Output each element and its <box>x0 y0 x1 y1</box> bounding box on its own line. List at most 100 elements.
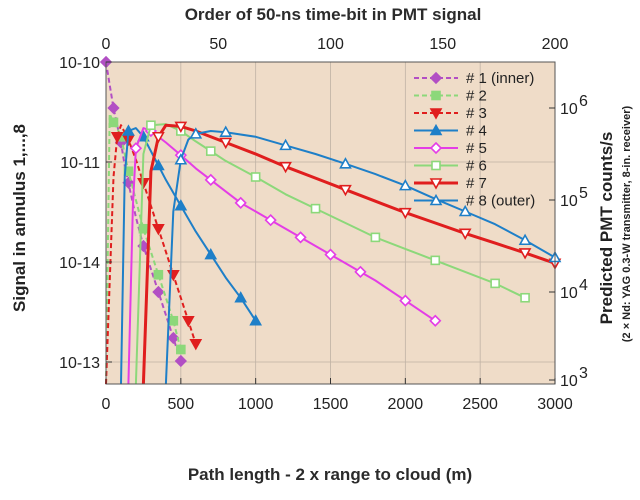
legend-label: # 1 (inner) <box>466 70 534 87</box>
y-axis-right-label: Predicted PMT counts/s <box>597 132 616 325</box>
x-bottom-tick-label: 1500 <box>313 396 349 413</box>
x-bottom-tick-label: 500 <box>167 396 194 413</box>
data-point <box>279 161 292 174</box>
y-left-tick-label: 10-13 <box>59 355 100 372</box>
data-point <box>324 248 337 261</box>
data-point <box>458 228 472 240</box>
data-point <box>219 137 233 150</box>
y-left-tick-label: 10-11 <box>60 155 100 172</box>
series-2 <box>105 112 186 385</box>
legend-label: # 6 <box>466 158 487 175</box>
series-4 <box>120 124 263 385</box>
data-point <box>458 204 472 217</box>
data-point <box>205 146 216 156</box>
series-line <box>164 130 556 385</box>
data-point <box>129 142 143 155</box>
data-point <box>518 248 532 260</box>
x-top-tick-label: 50 <box>209 36 227 53</box>
series-7 <box>141 121 562 385</box>
data-point <box>399 294 412 307</box>
data-point <box>250 172 261 182</box>
data-point <box>234 291 248 303</box>
x-top-tick-label: 150 <box>429 36 456 53</box>
y-axis-right-note: (2 × Nd: YAG 0.3-W transmitter, 8-in. re… <box>621 106 633 343</box>
legend-label: # 4 <box>466 123 487 140</box>
legend-marker <box>429 123 443 136</box>
x-bottom-tick-label: 3000 <box>537 396 573 413</box>
data-point <box>204 247 218 260</box>
data-point <box>174 153 188 165</box>
data-point <box>152 131 165 144</box>
series-line <box>141 123 556 385</box>
legend-item: # 2 <box>414 88 487 105</box>
legend-marker <box>429 178 443 190</box>
data-point <box>354 265 367 279</box>
data-point <box>429 314 442 327</box>
data-point <box>146 120 156 131</box>
data-point <box>339 184 352 197</box>
x-axis-label: Path length - 2 x range to cloud (m) <box>188 465 472 484</box>
legend-marker <box>429 108 443 120</box>
data-point <box>108 117 119 128</box>
x-bottom-tick-label: 0 <box>102 396 111 413</box>
legend-item: # 6 <box>414 158 487 175</box>
data-point <box>107 101 120 115</box>
y-right-tick-label: 10 <box>560 193 578 210</box>
data-point <box>339 157 352 169</box>
data-point <box>518 233 532 246</box>
data-point <box>174 199 188 211</box>
legend-marker <box>431 90 441 101</box>
data-point <box>490 278 500 289</box>
data-point <box>204 173 217 187</box>
data-point <box>122 124 135 136</box>
data-point <box>110 131 124 144</box>
y-right-tick-label: 10 <box>560 373 578 390</box>
data-point <box>219 125 233 137</box>
data-point <box>310 203 321 214</box>
legend-item: # 1 (inner) <box>414 70 534 87</box>
series-layer <box>99 55 562 385</box>
x-top-tick-label: 0 <box>102 36 111 53</box>
y-axis-left-label: Signal in annulus 1,...,8 <box>10 124 29 312</box>
x-bottom-tick-label: 1000 <box>238 396 274 413</box>
data-point <box>294 231 307 244</box>
data-point <box>153 269 164 280</box>
legend-marker <box>429 193 443 206</box>
legend-marker <box>431 160 441 171</box>
data-point <box>398 178 412 191</box>
legend-marker <box>429 71 443 85</box>
x-bottom-tick-label: 2500 <box>462 396 498 413</box>
legend-item: # 8 (outer) <box>414 193 535 210</box>
data-point <box>152 158 165 171</box>
data-point <box>181 315 195 328</box>
y-right-tick-exponent: 3 <box>579 365 588 382</box>
legend-label: # 2 <box>466 88 487 105</box>
x-bottom-tick-label: 2000 <box>388 396 424 413</box>
legend-marker <box>429 141 443 155</box>
data-point <box>398 207 412 220</box>
legend-item: # 7 <box>414 175 487 192</box>
y-right-tick-exponent: 5 <box>579 185 588 202</box>
data-point <box>174 354 187 368</box>
y-left-tick-label: 10-14 <box>59 255 100 272</box>
data-point <box>189 127 203 139</box>
legend-label: # 5 <box>466 140 487 157</box>
x-top-tick-label: 100 <box>317 36 344 53</box>
chart-top-axis-title: Order of 50-ns time-bit in PMT signal <box>185 5 482 24</box>
data-point <box>520 292 530 303</box>
legend: # 1 (inner)# 2# 3# 4# 5# 6# 7# 8 (outer) <box>414 70 535 210</box>
data-point <box>176 344 186 355</box>
data-point <box>249 314 263 326</box>
data-point <box>370 232 381 243</box>
legend-item: # 3 <box>414 105 487 122</box>
legend-item: # 5 <box>414 140 487 157</box>
data-point <box>167 331 180 345</box>
series-line <box>134 123 526 385</box>
y-right-tick-exponent: 4 <box>579 277 588 294</box>
data-point <box>152 285 165 299</box>
legend-item: # 4 <box>414 123 487 140</box>
data-point <box>168 315 179 326</box>
left-axis-ticks: 10-10 10-11 10-14 10-13 <box>59 55 112 372</box>
